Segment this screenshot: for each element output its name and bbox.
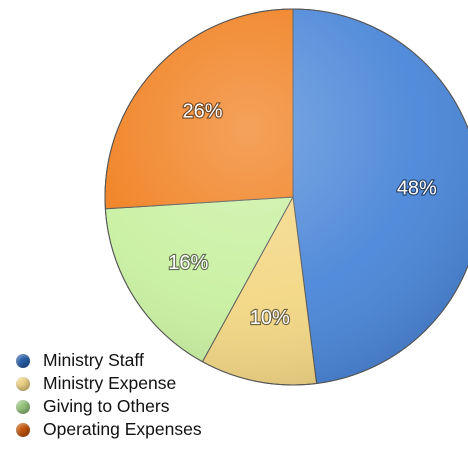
legend-item-operating-expenses: Operating Expenses	[16, 418, 202, 441]
legend-label-ministry-expense: Ministry Expense	[43, 373, 177, 393]
legend-label-operating-expenses: Operating Expenses	[43, 419, 202, 439]
legend-item-ministry-expense: Ministry Expense	[16, 372, 202, 395]
pie-sheen-overlay	[104, 8, 468, 386]
slice-label-ministry-expense: 10%	[250, 307, 290, 329]
legend-label-ministry-staff: Ministry Staff	[43, 350, 144, 370]
legend-item-giving-to-others: Giving to Others	[16, 395, 202, 418]
legend-label-giving-to-others: Giving to Others	[43, 396, 170, 416]
slice-label-giving-to-others: 16%	[168, 252, 208, 274]
slice-label-operating-expenses: 26%	[183, 100, 223, 122]
legend-swatch-ministry-staff	[16, 353, 30, 368]
legend-swatch-giving-to-others	[16, 399, 30, 414]
slice-label-ministry-staff: 48%	[397, 177, 437, 199]
legend-item-ministry-staff: Ministry Staff	[16, 349, 202, 372]
legend: Ministry Staff Ministry Expense Giving t…	[16, 349, 202, 441]
legend-swatch-operating-expenses	[16, 422, 30, 437]
legend-swatch-ministry-expense	[16, 376, 30, 391]
